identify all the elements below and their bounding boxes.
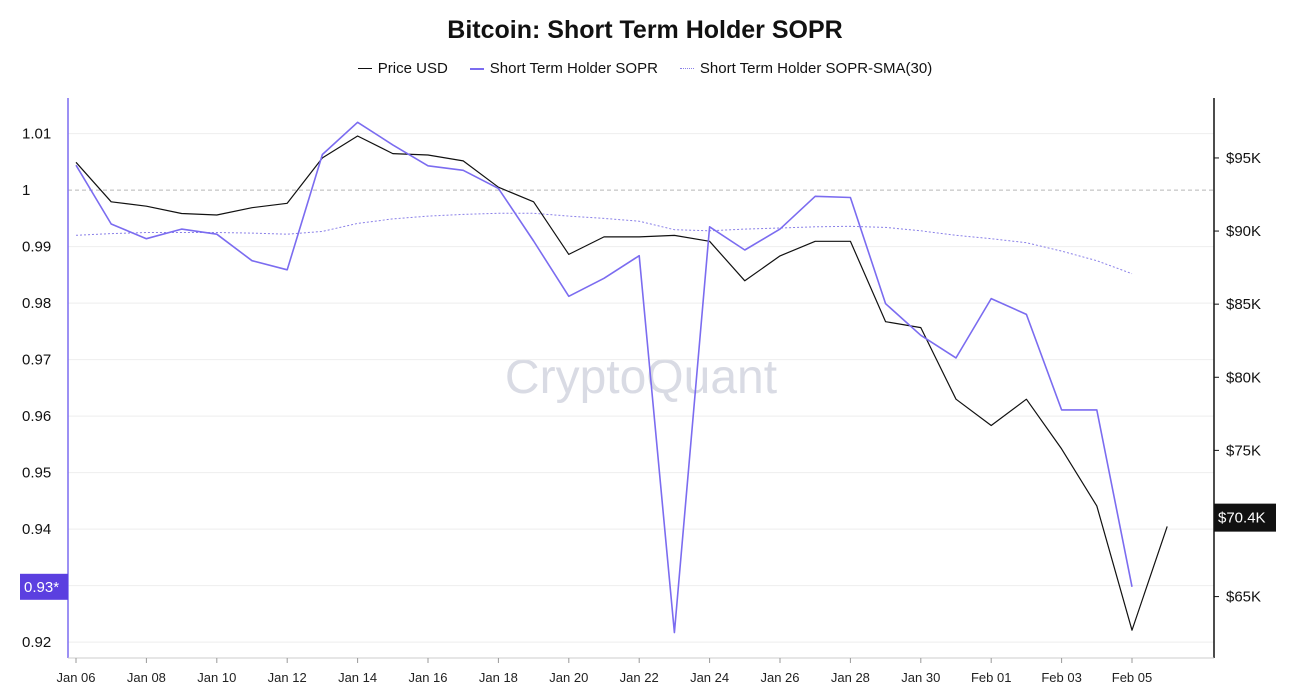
series-line-short-term-holder-sopr-sma-30 [75,212,1133,275]
x-axis-tick-label: Jan 26 [760,670,799,685]
legend-label-sopr: Short Term Holder SOPR [489,60,658,77]
series-line-short-term-holder-sopr [75,121,1133,634]
legend-item-sma[interactable]: Short Term Holder SOPR-SMA(30) [679,60,933,77]
legend-swatch-price [357,68,372,69]
current-sopr-badge-label: 0.93* [24,579,59,596]
right-axis-tick-label: $95K [1226,150,1261,167]
current-sopr-badge [20,573,68,600]
x-axis-tick-label: Jan 20 [549,670,588,685]
left-axis-tick-label: 0.92 [22,634,51,651]
legend-item-price[interactable]: Price USD [357,60,448,77]
right-axis-tick-label: $80K [1226,369,1261,386]
left-axis-tick-label: 0.96 [22,408,51,425]
series-line-price-usd [75,135,1168,631]
left-axis-tick-label: 1.01 [22,126,51,143]
left-axis-tick-label: 0.98 [22,295,51,312]
x-axis-tick-label: Feb 01 [971,670,1011,685]
left-axis-tick-label: 0.94 [22,521,51,538]
current-price-badge [1214,503,1276,532]
current-price-badge-label: $70.4K [1218,510,1266,527]
x-axis-tick-label: Jan 12 [268,670,307,685]
chart-title: Bitcoin: Short Term Holder SOPR [447,16,843,44]
x-axis-tick-label: Feb 03 [1041,670,1081,685]
right-axis-tick-label: $85K [1226,296,1261,313]
left-axis-tick-label: 0.95 [22,465,51,482]
x-axis-tick-label: Jan 06 [56,670,95,685]
legend-label-price: Price USD [377,60,448,77]
left-axis-tick-label: 1 [22,182,30,199]
x-axis-tick-label: Jan 22 [620,670,659,685]
x-axis-tick-label: Jan 18 [479,670,518,685]
x-axis-tick-label: Feb 05 [1112,670,1152,685]
legend: Price USD Short Term Holder SOPR Short T… [0,60,1290,77]
legend-label-sma: Short Term Holder SOPR-SMA(30) [699,60,933,77]
x-axis-tick-label: Jan 30 [901,670,940,685]
legend-swatch-sma [679,68,694,69]
x-axis-tick-label: Jan 08 [127,670,166,685]
watermark-logo: CryptoQuant [505,351,777,404]
x-axis-tick-label: Jan 24 [690,670,729,685]
x-axis-tick-label: Jan 16 [408,670,447,685]
legend-swatch-sopr [469,67,484,70]
legend-item-sopr[interactable]: Short Term Holder SOPR [469,60,658,77]
x-axis-tick-label: Jan 14 [338,670,377,685]
right-axis-tick-label: $75K [1226,442,1261,459]
right-axis-tick-label: $65K [1226,589,1261,606]
left-axis-tick-label: 0.99 [22,239,51,256]
x-axis-tick-label: Jan 10 [197,670,236,685]
left-axis-tick-label: 0.97 [22,352,51,369]
right-axis-tick-label: $90K [1226,223,1261,240]
x-axis-tick-label: Jan 28 [831,670,870,685]
